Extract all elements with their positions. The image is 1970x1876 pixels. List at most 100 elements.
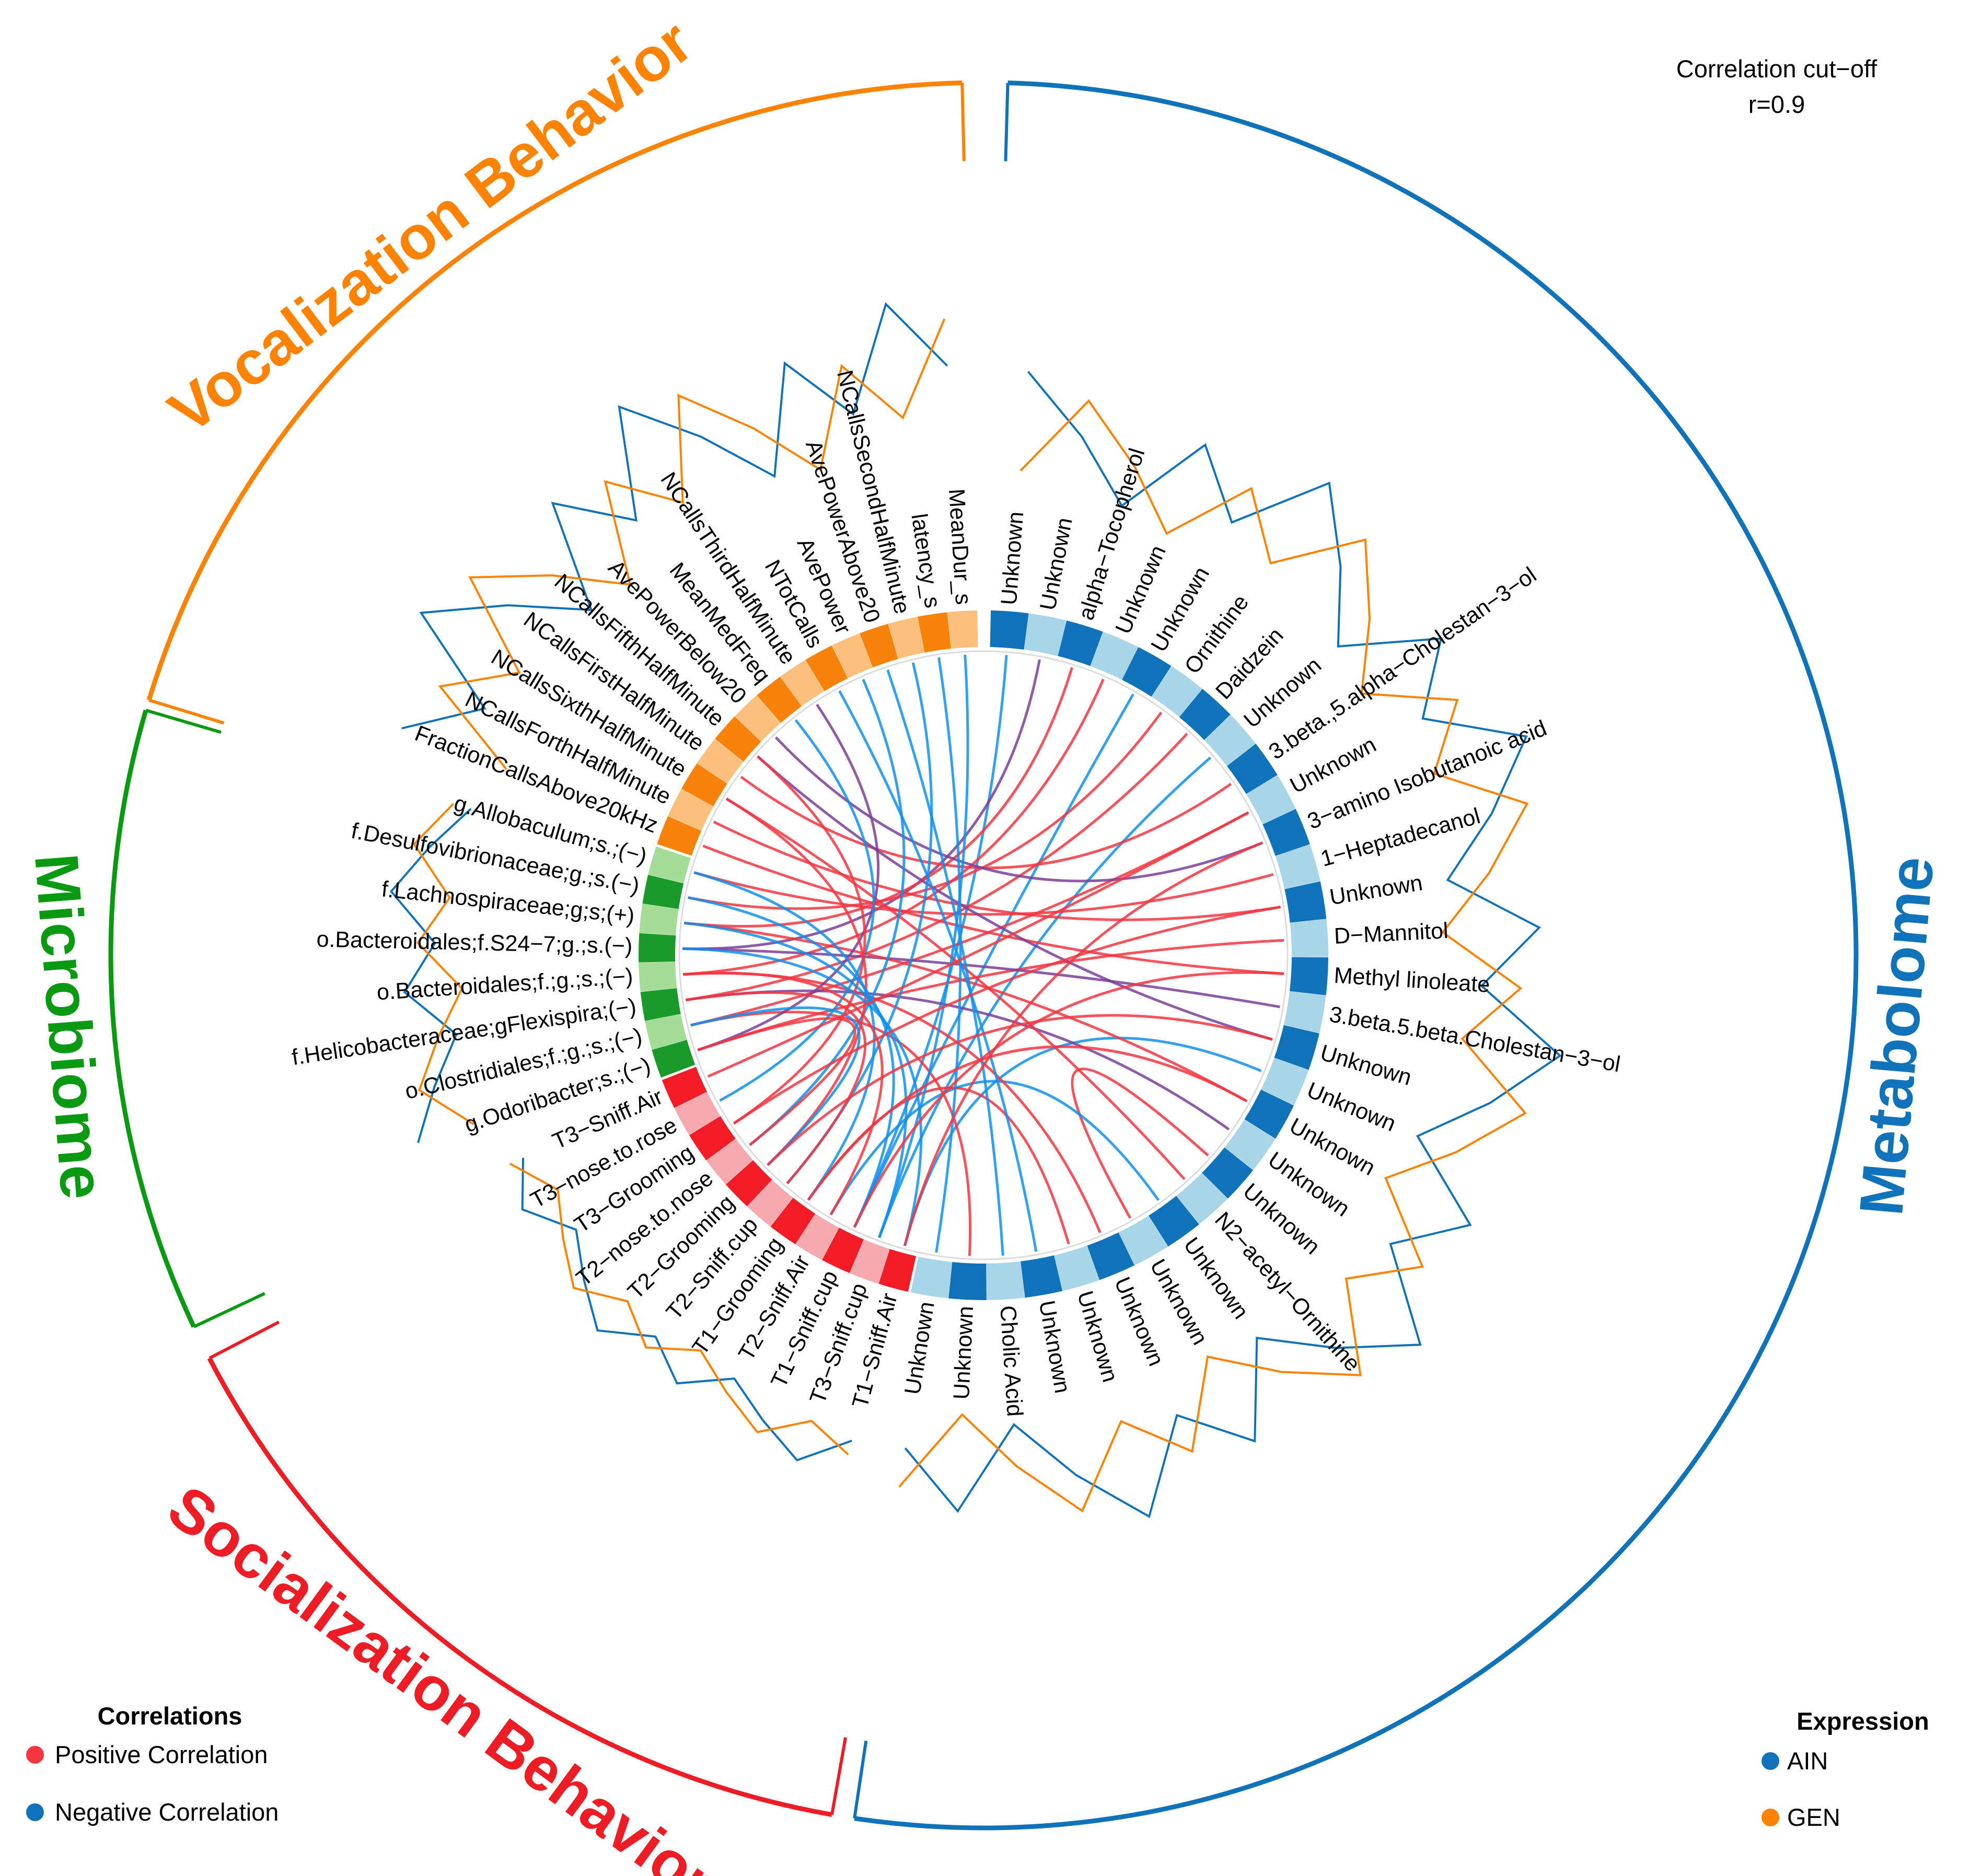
micro-sector <box>639 933 676 963</box>
vocal-sector <box>681 763 727 807</box>
positive-correlation-link <box>903 841 1264 1246</box>
metab-group-arc <box>854 80 1859 1831</box>
metab-sector <box>1275 844 1320 889</box>
metab-feature-label: D−Mannitol <box>1334 918 1449 949</box>
vocal-sector <box>805 645 848 691</box>
vocal-sector <box>735 695 781 742</box>
social-group-arc <box>207 1357 832 1817</box>
positive-correlation-link <box>853 971 1284 1228</box>
positive-correlation-link <box>693 871 1274 916</box>
social-expression-track <box>509 1163 849 1456</box>
vocal-sector <box>715 716 761 762</box>
inner-ring <box>678 650 1289 1260</box>
metab-feature-label: Unknown <box>900 1300 940 1397</box>
metab-feature-label: Methyl linoleate <box>1333 963 1490 998</box>
metab-sector <box>1149 1196 1199 1247</box>
vocal-feature-label: MeanDur_s <box>944 488 976 606</box>
positive-correlation-link <box>683 971 884 1215</box>
vocal-group-arc <box>146 80 963 701</box>
positive-correlation-link <box>1071 1068 1209 1219</box>
negative-correlation-link <box>719 719 875 1102</box>
micro-group-label: Microbiome <box>21 851 117 1201</box>
vocal-sector <box>780 659 825 707</box>
vocal-sector <box>860 623 898 668</box>
mixed-correlation-link <box>697 703 880 1051</box>
positive-correlation-link <box>807 1045 1248 1201</box>
expression-legend-title: Expression <box>1797 1707 1929 1735</box>
negative-correlation-link <box>749 679 906 1147</box>
metab-sector <box>1290 919 1329 957</box>
metab-group-label: Metabolome <box>1847 854 1947 1218</box>
feature-sectors <box>639 610 1329 1300</box>
micro-expression-track <box>389 808 472 1143</box>
micro-sector <box>652 1039 696 1078</box>
metab-feature-label: Unknown <box>1035 516 1077 612</box>
social-sector <box>662 1067 708 1108</box>
metab-sector <box>1087 1232 1135 1280</box>
metab-sector <box>1054 1245 1099 1291</box>
vocal-sector <box>757 676 802 723</box>
metab-sector <box>1202 1147 1254 1199</box>
positive-correlation-link <box>767 1014 1273 1166</box>
micro-expression-track <box>413 803 474 1126</box>
negative-correlation-link <box>853 693 1134 1228</box>
metab-sector <box>986 1261 1025 1300</box>
metab-sector <box>1244 1089 1294 1139</box>
negative-correlation-link <box>690 1006 861 1166</box>
vocal-expression-track <box>438 318 946 770</box>
social-sector <box>747 1179 793 1226</box>
mixed-correlation-link <box>774 736 1264 883</box>
negative-correlation-link <box>935 657 962 1253</box>
positive-correlation-link <box>733 906 1281 1125</box>
metab-sector <box>1021 1255 1063 1298</box>
positive-correlation-link <box>713 820 1281 921</box>
social-expression-track <box>521 1157 853 1462</box>
micro-sector <box>648 846 691 884</box>
metab-sector <box>1246 775 1296 825</box>
positive-correlation-link <box>697 939 1284 1051</box>
cutoff-line-2: r=0.9 <box>1748 90 1805 118</box>
positive-correlation-link <box>686 991 867 1185</box>
negative-correlation-link <box>878 756 1212 1238</box>
micro-sector <box>640 988 681 1021</box>
metab-sector <box>1121 647 1172 697</box>
negative-correlation-link <box>682 947 923 1246</box>
metab-sector <box>1261 1058 1309 1106</box>
metab-sector <box>1090 632 1139 680</box>
metab-sector <box>1274 1025 1319 1070</box>
metab-sector <box>1118 1215 1168 1266</box>
vocal-sector <box>917 612 951 653</box>
positive-correlation-link <box>702 844 1284 975</box>
social-sector <box>878 1249 917 1292</box>
metab-feature-label: Unknown <box>949 1305 978 1400</box>
correlations-legend-title: Correlations <box>98 1702 242 1730</box>
vocal-sector <box>888 617 924 659</box>
ain-swatch <box>1762 1752 1779 1770</box>
positive-correlation-link <box>690 1011 971 1256</box>
metab-sector <box>990 610 1029 650</box>
social-arc-end <box>830 1737 848 1815</box>
social-sector <box>689 1116 736 1161</box>
social-sector <box>770 1198 816 1245</box>
metab-sector <box>1283 991 1326 1033</box>
ain-label: AIN <box>1787 1747 1828 1775</box>
micro-feature-label: o.Bacteroidales;f.S24−7;g.;s.(−) <box>316 927 633 959</box>
cutoff-note: Correlation cut−off r=0.9 <box>1676 55 1878 118</box>
gen-label: GEN <box>1787 1803 1840 1831</box>
metab-sector <box>1226 744 1278 794</box>
mixed-correlation-link <box>682 947 1280 1009</box>
micro-sector <box>639 962 677 992</box>
metab-sector <box>1284 881 1327 923</box>
positive-correlation-link <box>697 1017 856 1147</box>
social-sector <box>674 1092 721 1135</box>
vocal-sector <box>697 739 744 784</box>
positive-correlation-link <box>684 667 1073 928</box>
social-arc-end <box>208 1321 280 1360</box>
micro-feature-label: o.Bacteroidales;f.;g.;s.;(−) <box>376 964 634 1005</box>
metab-sector <box>1262 808 1310 856</box>
metab-sector <box>1224 1119 1276 1170</box>
positive-correlation-label: Positive Correlation <box>55 1741 268 1768</box>
vocal-arc-end <box>960 83 966 161</box>
expression-line-tracks <box>389 302 1562 1519</box>
metab-sector <box>1179 689 1231 740</box>
